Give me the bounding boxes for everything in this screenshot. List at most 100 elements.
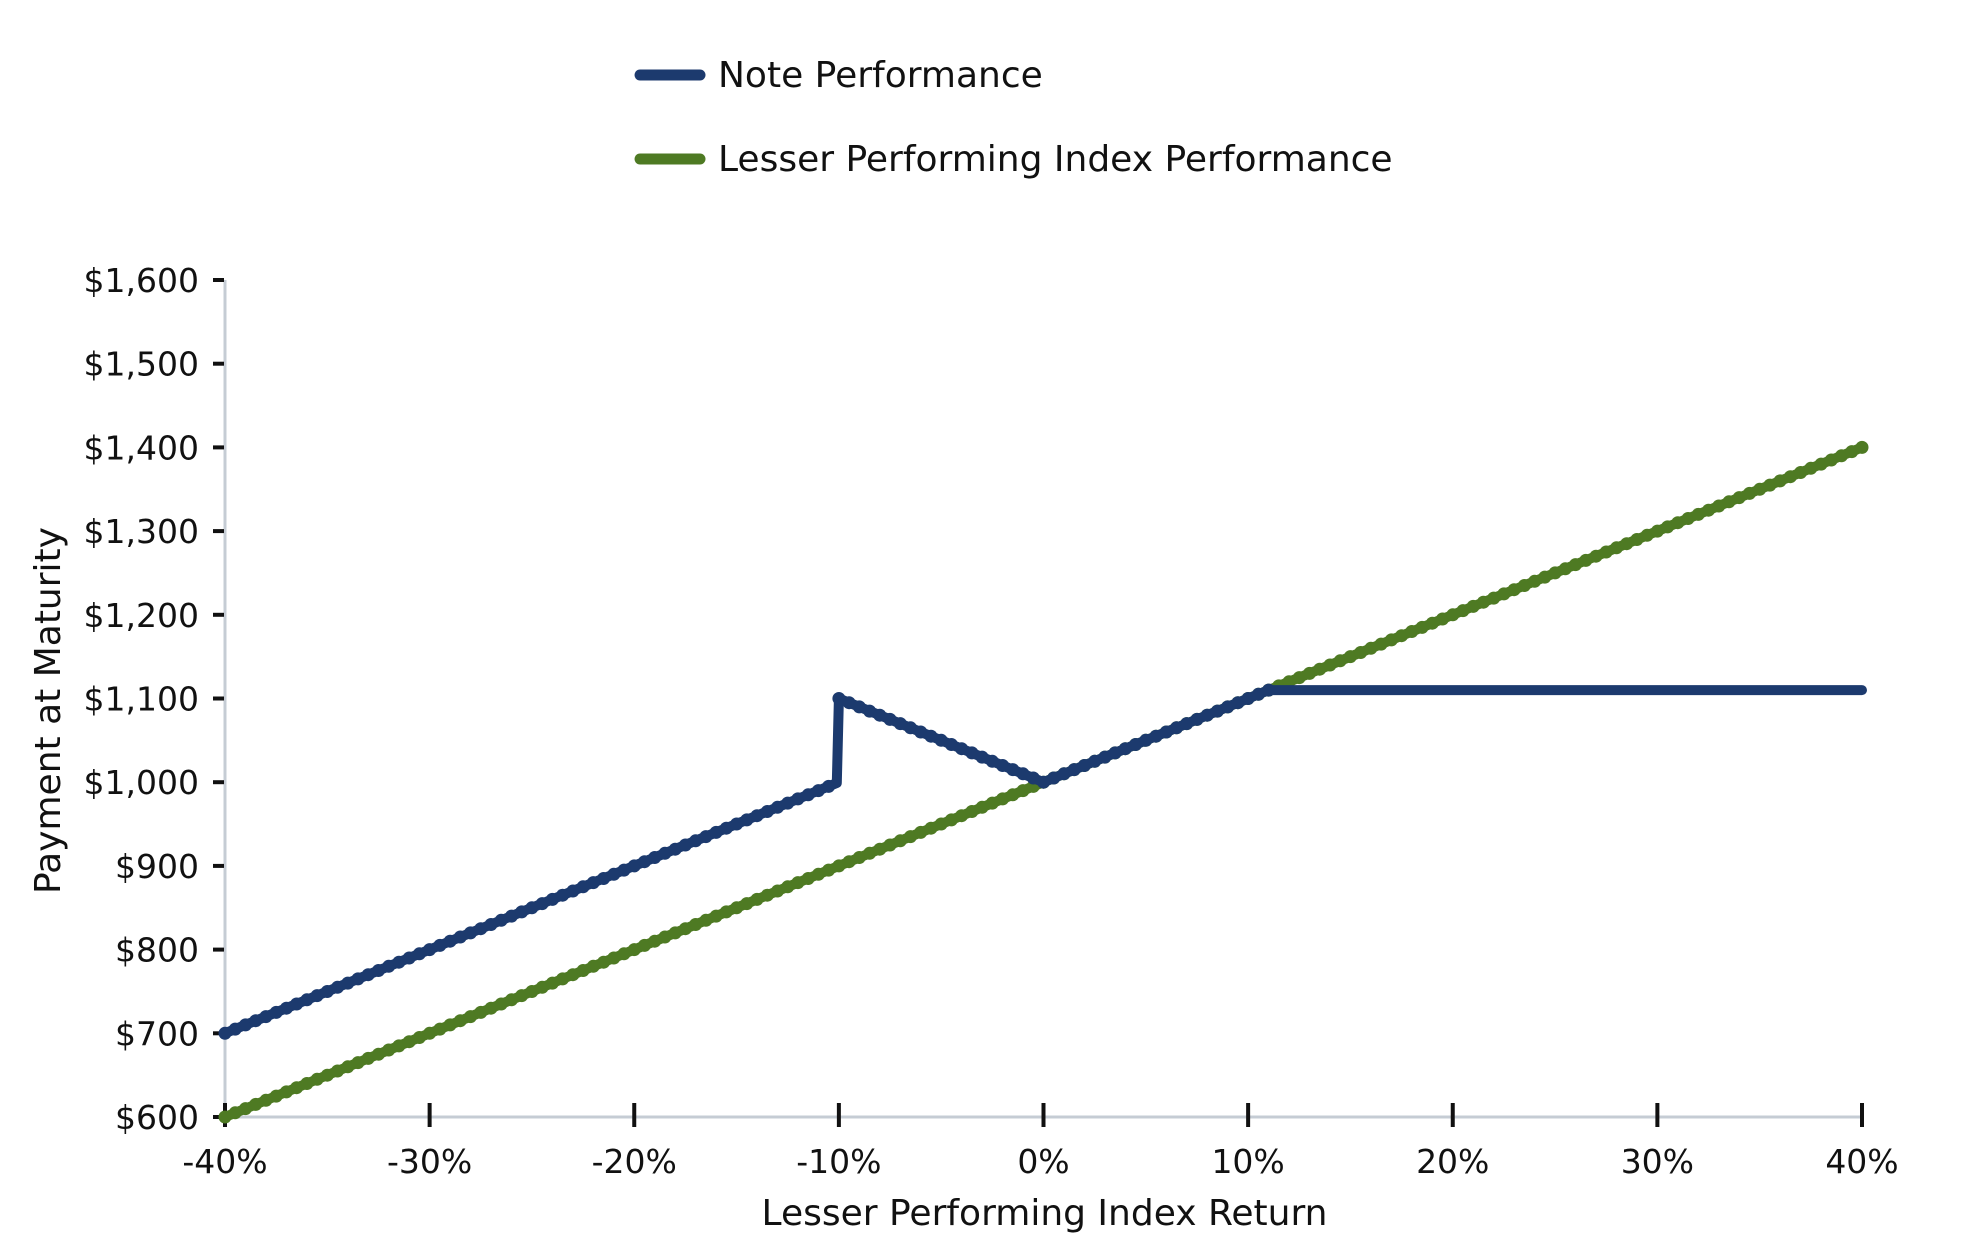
data-point (412, 947, 426, 961)
y-tick-label: $1,300 (84, 512, 199, 551)
legend-label: Note Performance (718, 55, 1043, 96)
data-point (689, 834, 703, 848)
data-point (955, 809, 969, 823)
data-point (1170, 721, 1183, 735)
data-point (341, 1060, 355, 1074)
data-point (842, 855, 856, 869)
data-point (1773, 474, 1787, 488)
data-point (586, 876, 600, 890)
data-point (811, 867, 825, 881)
data-point (351, 1056, 365, 1070)
data-point (1231, 696, 1245, 710)
data-point (730, 901, 744, 915)
data-point (1333, 654, 1347, 668)
data-point (474, 922, 488, 936)
data-point (566, 884, 580, 898)
data-point (361, 968, 375, 982)
data-point (1456, 604, 1470, 618)
y-tick-label: $1,600 (84, 261, 199, 300)
data-point (914, 825, 928, 839)
data-point (597, 955, 611, 969)
data-point (1047, 771, 1061, 785)
data-point (914, 725, 928, 739)
data-point (1190, 712, 1204, 726)
data-point (382, 1043, 396, 1057)
data-point (474, 1005, 488, 1019)
data-point (1589, 549, 1603, 563)
data-point (1016, 767, 1030, 781)
data-point (852, 851, 866, 864)
data-point (607, 951, 621, 965)
data-point (822, 863, 836, 877)
data-point (515, 905, 529, 919)
data-point (1395, 629, 1409, 643)
data-point (1702, 503, 1715, 517)
data-point (1343, 650, 1357, 664)
x-ticks: -40% -30% -20% -10% 0% 10% 20% 30% 40% (182, 1103, 1899, 1181)
data-point (1681, 512, 1695, 525)
data-point (269, 1005, 283, 1019)
data-point (1354, 646, 1368, 659)
data-point (1855, 440, 1869, 454)
data-point (372, 1047, 385, 1061)
data-point (556, 972, 570, 986)
data-point (1384, 633, 1398, 647)
data-point (638, 855, 651, 869)
data-point (1599, 545, 1613, 559)
data-point (453, 930, 467, 944)
data-point (218, 1026, 232, 1040)
data-point (586, 959, 600, 973)
data-point (627, 943, 641, 957)
x-tick-label: 10% (1211, 1142, 1284, 1181)
data-point (709, 909, 723, 923)
data-point (1691, 507, 1705, 521)
data-point (1415, 620, 1429, 634)
data-point (1630, 533, 1644, 546)
data-point (545, 892, 559, 906)
data-point (1783, 470, 1797, 484)
data-point (310, 989, 324, 1003)
y-ticks: $600 $700 $800 $900 $1,000 $1,100 $1,200 $1,300… (84, 261, 224, 1137)
data-point (648, 934, 662, 948)
data-point (464, 926, 477, 940)
data-point (484, 918, 498, 931)
y-tick-label: $600 (115, 1098, 199, 1137)
data-point (678, 922, 692, 936)
data-point (1098, 750, 1112, 764)
data-point (760, 805, 774, 818)
data-point (494, 913, 508, 927)
x-tick-label: 40% (1825, 1142, 1898, 1181)
data-point (1814, 457, 1828, 471)
data-point (361, 1051, 375, 1065)
data-point (1538, 570, 1552, 584)
data-point (1129, 738, 1143, 751)
legend: Note Performance Lesser Performing Index … (634, 55, 1393, 180)
data-point (1108, 746, 1122, 760)
data-point (668, 842, 682, 856)
data-point (392, 1039, 406, 1053)
data-point (1364, 641, 1378, 655)
data-point (279, 1085, 293, 1099)
series-0 (218, 683, 1867, 1040)
data-point (893, 834, 907, 848)
data-point (1139, 733, 1153, 747)
data-point (269, 1089, 283, 1103)
data-point (822, 779, 836, 793)
data-point (934, 817, 948, 831)
y-tick-label: $1,500 (84, 345, 199, 384)
x-tick-label: -20% (592, 1142, 677, 1181)
data-point (505, 993, 518, 1007)
data-point (515, 989, 529, 1003)
data-point (965, 805, 979, 818)
data-point (1497, 587, 1511, 601)
data-point (944, 738, 958, 751)
data-point (351, 972, 365, 986)
data-point (709, 825, 723, 839)
data-point (893, 717, 907, 731)
data-point (750, 892, 764, 906)
data-point (1558, 562, 1572, 576)
axes (223, 280, 1864, 1119)
data-point (443, 934, 457, 948)
data-point (1221, 700, 1235, 714)
